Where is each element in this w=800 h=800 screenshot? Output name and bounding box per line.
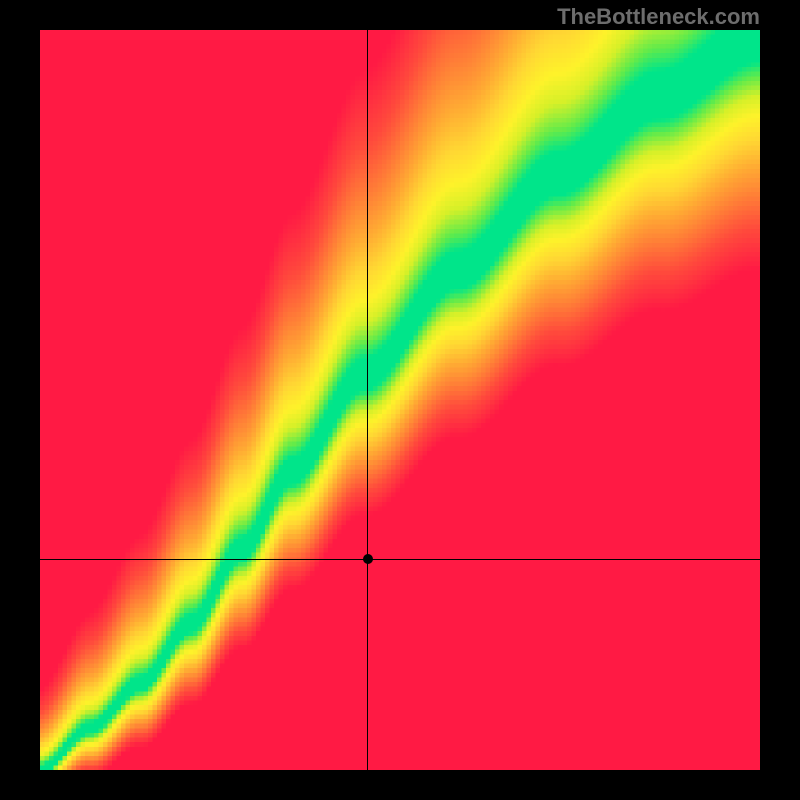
bottleneck-heatmap [40,30,760,770]
crosshair-horizontal-line [40,559,760,560]
crosshair-marker [363,554,373,564]
watermark-text: TheBottleneck.com [557,4,760,30]
crosshair-vertical-line [367,30,368,770]
